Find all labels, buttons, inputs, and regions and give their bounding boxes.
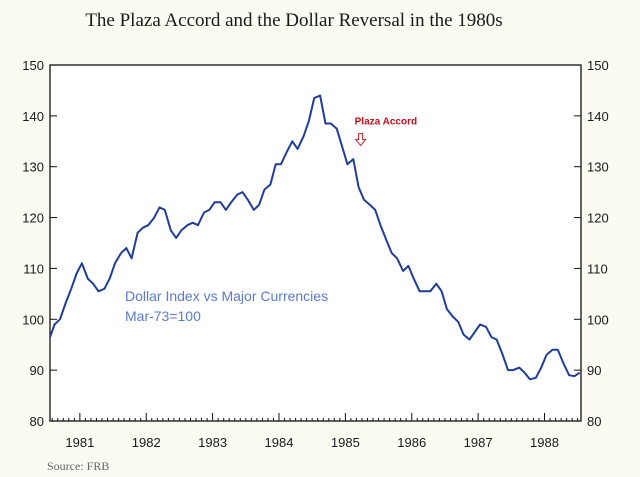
y-tick-label-right: 100 [587, 312, 609, 327]
y-axis-left: 80 90 100 110 120 130 140 150 [22, 58, 57, 429]
series-label: Dollar Index vs Major Currencies [125, 288, 328, 304]
source-note: Source: FRB [47, 459, 109, 473]
x-tick-label: 1982 [132, 435, 161, 450]
y-tick-label-left: 130 [22, 160, 44, 175]
x-tick-label: 1983 [198, 435, 227, 450]
y-tick-label-right: 80 [587, 414, 601, 429]
x-tick-label: 1986 [397, 435, 426, 450]
y-tick-label-left: 150 [22, 58, 44, 73]
y-tick-label-right: 140 [587, 109, 609, 124]
series-line-dollar-index [49, 94, 581, 381]
y-tick-label-right: 130 [587, 160, 609, 175]
annotation-plaza-accord: Plaza Accord [354, 117, 417, 147]
series-label-base: Mar-73=100 [125, 308, 201, 324]
y-tick-label-left: 140 [22, 109, 44, 124]
annotation-label: Plaza Accord [355, 117, 417, 128]
y-tick-label-right: 150 [587, 58, 609, 73]
x-tick-label: 1988 [530, 435, 559, 450]
plot-area [49, 64, 582, 422]
x-tick-label: 1984 [265, 435, 294, 450]
y-tick-label-right: 90 [587, 363, 601, 378]
x-tick-label: 1987 [464, 435, 493, 450]
x-tick-label: 1985 [331, 435, 360, 450]
y-tick-label-right: 110 [587, 261, 608, 276]
y-tick-label-left: 80 [30, 414, 44, 429]
y-axis-right: 80 90 100 110 120 130 140 150 [574, 58, 609, 429]
y-tick-label-left: 100 [22, 312, 44, 327]
y-tick-label-left: 120 [22, 211, 44, 226]
annotation-arrow-icon [354, 133, 367, 147]
y-tick-label-left: 110 [23, 261, 44, 276]
y-tick-label-left: 90 [30, 363, 44, 378]
chart-title: The Plaza Accord and the Dollar Reversal… [85, 10, 502, 31]
x-tick-label: 1981 [65, 435, 94, 450]
y-tick-label-right: 120 [587, 211, 609, 226]
x-axis: 1981 1982 1983 1984 1985 1986 1987 1988 [51, 413, 579, 450]
